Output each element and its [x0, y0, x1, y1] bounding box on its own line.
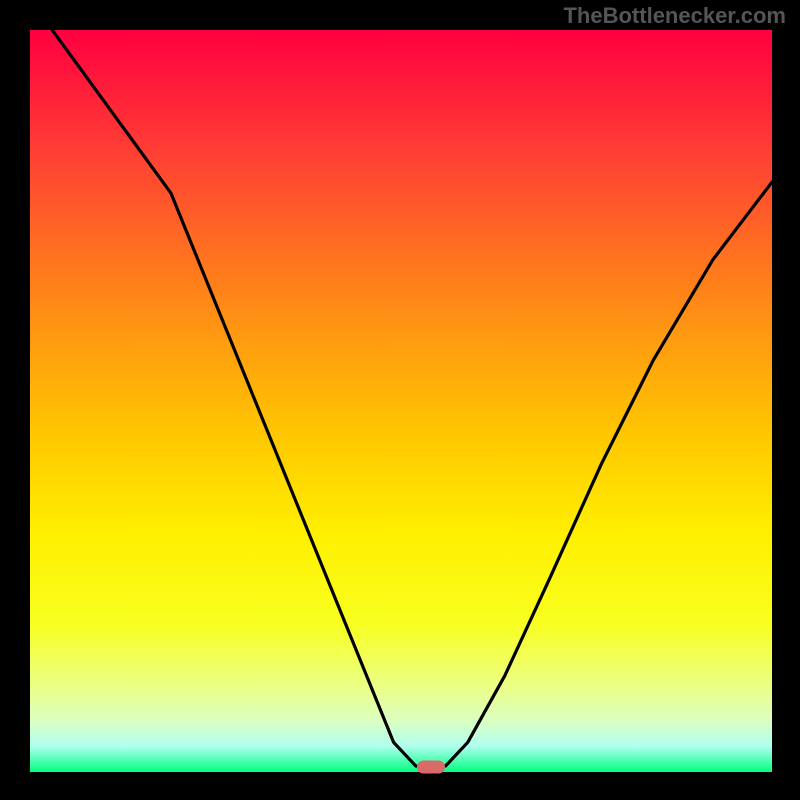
bottleneck-curve [30, 30, 772, 772]
attribution-watermark: TheBottlenecker.com [563, 3, 786, 29]
plot-area [30, 30, 772, 772]
optimal-point-marker [417, 760, 445, 773]
